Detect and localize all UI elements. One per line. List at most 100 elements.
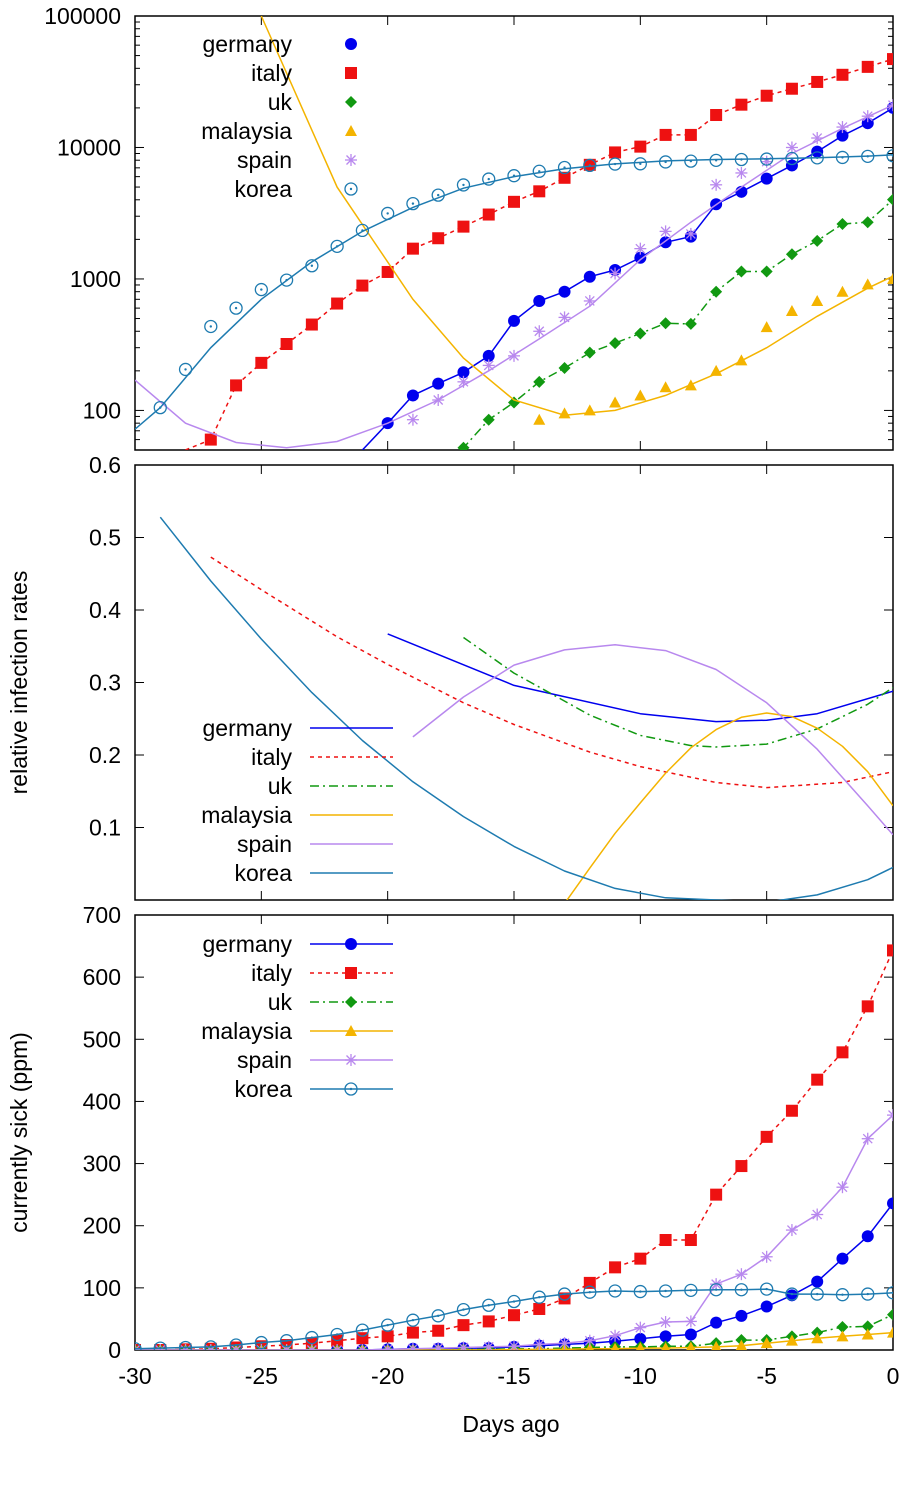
plot-frame	[134, 15, 894, 451]
data-point-italy	[305, 318, 318, 331]
data-point-spain	[457, 375, 470, 388]
y-tick-label: 600	[83, 964, 121, 990]
legend-label: malaysia	[201, 802, 292, 828]
y-tick-label: 0	[108, 1337, 121, 1363]
series-germany	[135, 1197, 893, 1350]
data-point-italy	[811, 1073, 824, 1086]
legend-marker-malaysia	[345, 1025, 357, 1036]
data-point-spain	[609, 1329, 622, 1342]
data-point-korea	[204, 319, 218, 334]
x-tick-label: -30	[118, 1363, 151, 1389]
data-point-korea	[861, 149, 875, 164]
data-point-uk	[735, 265, 748, 278]
data-point-uk	[482, 413, 495, 426]
data-point-malaysia	[836, 285, 849, 297]
data-point-germany	[735, 1309, 748, 1322]
x-tick-label: -15	[497, 1363, 530, 1389]
series-korea	[159, 516, 893, 900]
panel-cumulative-cases: 100 1000 10000 100000 germany italy uk malaysia…	[44, 3, 894, 451]
data-point-uk	[861, 1320, 874, 1333]
data-point-korea	[153, 1341, 167, 1350]
data-point-spain	[280, 1344, 293, 1350]
y-tick-label: 0.3	[89, 670, 121, 696]
data-point-korea	[279, 273, 294, 287]
data-point-korea	[381, 206, 395, 221]
data-point-korea	[608, 157, 622, 171]
y-tick-label: 700	[83, 902, 121, 928]
data-point-korea	[835, 1288, 850, 1302]
data-point-italy	[785, 1104, 798, 1117]
legend-marker-korea	[344, 182, 358, 196]
data-point-spain	[583, 294, 596, 307]
data-point-spain	[406, 413, 419, 426]
y-tick-label: 10000	[57, 134, 121, 160]
legend-label: korea	[234, 176, 292, 202]
data-point-spain	[381, 1343, 394, 1350]
panel-currently-sick: 0 100 200 300 400 500 600 700 -30 -25 -20 -15 -10 -5 0…	[6, 902, 899, 1389]
legend-marker-uk	[345, 996, 357, 1008]
legend-label: malaysia	[201, 118, 292, 144]
series-uk	[457, 193, 893, 450]
rate-line-spain	[412, 644, 893, 836]
data-point-korea	[456, 1302, 471, 1317]
data-point-korea	[482, 172, 496, 186]
y-tick-label: 0.5	[89, 525, 121, 551]
data-point-germany	[533, 294, 546, 307]
data-point-korea	[557, 160, 572, 175]
data-point-spain	[508, 1340, 520, 1350]
data-point-italy	[230, 379, 243, 392]
data-point-korea	[810, 1287, 824, 1301]
data-point-spain	[861, 110, 874, 123]
y-tick-label: 300	[83, 1151, 121, 1177]
data-point-spain	[760, 155, 773, 168]
data-point-uk	[634, 327, 647, 340]
data-point-korea	[135, 1342, 142, 1350]
data-point-spain	[735, 166, 748, 179]
data-point-uk	[811, 234, 824, 247]
rate-line-malaysia	[566, 712, 893, 900]
data-point-malaysia	[636, 1342, 645, 1350]
data-point-spain	[887, 99, 893, 112]
data-point-korea	[658, 1284, 673, 1298]
data-point-korea	[684, 1283, 698, 1297]
y-tick-label: 0.4	[89, 597, 121, 623]
legend-label: spain	[237, 831, 292, 857]
data-point-italy	[482, 208, 495, 221]
data-point-malaysia	[811, 294, 824, 306]
legend-label: italy	[251, 60, 292, 86]
data-point-germany	[760, 1300, 773, 1313]
data-point-germany	[457, 366, 470, 379]
data-point-malaysia	[836, 1330, 849, 1342]
data-point-italy	[558, 1292, 571, 1305]
data-point-malaysia	[735, 354, 748, 366]
data-point-spain	[861, 1132, 874, 1145]
data-point-korea	[785, 1287, 799, 1301]
legend-marker-uk	[345, 96, 357, 108]
data-point-spain	[508, 349, 520, 362]
data-point-italy	[887, 944, 893, 957]
data-point-italy	[659, 128, 672, 141]
x-axis-title: Days ago	[462, 1411, 559, 1437]
data-point-korea	[810, 151, 824, 165]
legend-label: spain	[237, 147, 292, 173]
data-point-italy	[406, 242, 419, 255]
data-point-italy	[836, 68, 849, 81]
data-point-germany	[861, 117, 874, 130]
data-point-malaysia	[711, 1340, 722, 1350]
data-point-spain	[811, 1208, 824, 1221]
data-point-italy	[887, 53, 893, 66]
x-tick-label: -5	[756, 1363, 776, 1389]
data-point-spain	[836, 1181, 849, 1194]
data-point-malaysia	[634, 389, 647, 401]
data-point-germany	[861, 1230, 874, 1243]
data-point-spain	[634, 242, 647, 255]
x-tick-label: -20	[371, 1363, 404, 1389]
data-point-spain	[760, 1250, 773, 1263]
data-point-korea	[835, 150, 850, 165]
rate-line-germany	[387, 633, 893, 723]
legend: germany italy uk malaysia spain korea	[201, 31, 358, 202]
data-point-uk	[457, 441, 470, 450]
series-korea	[135, 149, 893, 430]
data-point-italy	[457, 1319, 470, 1332]
data-point-malaysia	[661, 1342, 670, 1350]
